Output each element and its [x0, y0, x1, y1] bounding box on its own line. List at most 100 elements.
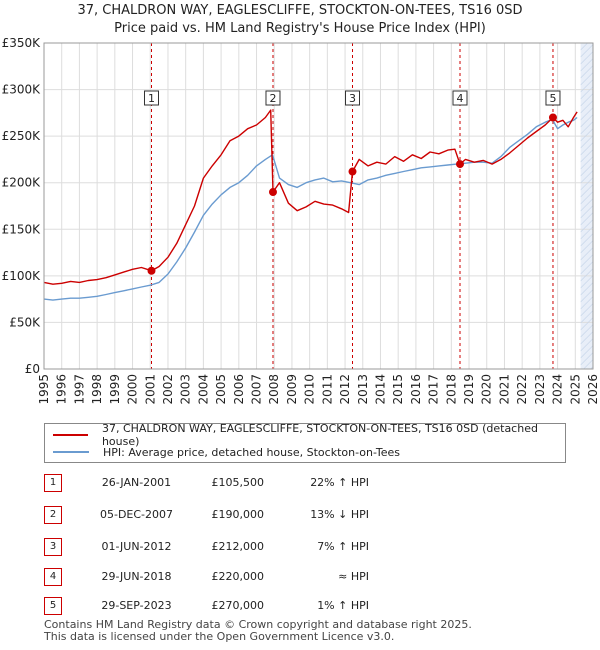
projection-hatch — [580, 107, 593, 121]
projection-hatch — [580, 324, 593, 338]
sale-hpi-comparison: 22% ↑ HPI — [310, 476, 369, 489]
projection-hatch — [580, 51, 593, 65]
x-tick-label: 2006 — [232, 374, 246, 405]
projection-hatch — [580, 184, 593, 198]
x-tick-label: 2003 — [179, 374, 193, 405]
projection-hatch — [580, 317, 593, 331]
x-tick-label: 1998 — [90, 374, 104, 405]
x-tick-label: 1996 — [55, 374, 69, 405]
x-tick-label: 2000 — [126, 374, 140, 405]
projection-hatch — [580, 170, 593, 184]
projection-hatch — [580, 44, 593, 58]
sale-number-badge: 4 — [44, 568, 62, 586]
sale-row: 1 26-JAN-2001 £105,500 22% ↑ HPI — [44, 474, 444, 492]
sale-date: 29-JUN-2018 — [101, 570, 172, 583]
sale-price: £212,000 — [211, 540, 265, 553]
x-tick-label: 2016 — [409, 374, 423, 405]
projection-hatch — [580, 114, 593, 128]
y-tick-label: £150K — [2, 222, 42, 236]
x-tick-label: 2014 — [373, 374, 387, 405]
x-tick-label: 2018 — [444, 374, 458, 405]
sale-row: 5 29-SEP-2023 £270,000 1% ↑ HPI — [44, 597, 444, 615]
sale-point — [147, 266, 156, 275]
x-tick-label: 2002 — [161, 374, 175, 405]
footer: Contains HM Land Registry data © Crown c… — [44, 619, 472, 643]
projection-hatch — [580, 191, 593, 205]
projection-hatch — [580, 338, 593, 352]
projection-hatch — [580, 128, 593, 142]
sale-marker-box — [143, 90, 159, 106]
projection-hatch — [580, 121, 593, 135]
sale-date: 05-DEC-2007 — [99, 508, 174, 521]
x-tick-label: 2026 — [586, 374, 600, 405]
projection-hatch — [580, 296, 593, 310]
sale-point — [456, 160, 465, 169]
x-tick-label: 2007 — [250, 374, 264, 405]
sale-point — [268, 188, 277, 197]
sale-number-badge: 3 — [44, 538, 62, 556]
x-tick-label: 2020 — [480, 374, 494, 405]
x-tick-label: 2009 — [285, 374, 299, 405]
y-tick-label: £300K — [2, 83, 42, 97]
chart-title-line1: 37, CHALDRON WAY, EAGLESCLIFFE, STOCKTON… — [77, 3, 523, 18]
sale-marker-label: 4 — [457, 92, 464, 105]
x-tick-label: 2010 — [303, 374, 317, 405]
projection-hatch — [580, 149, 593, 163]
x-tick-label: 2004 — [196, 374, 210, 405]
sale-price: £270,000 — [211, 599, 265, 612]
projection-hatch — [580, 303, 593, 317]
projection-hatch — [580, 275, 593, 289]
projection-hatch — [580, 135, 593, 149]
x-tick-label: 2017 — [427, 374, 441, 405]
projection-hatch — [580, 268, 593, 282]
projection-hatch — [581, 409, 593, 420]
sale-row: 2 05-DEC-2007 £190,000 13% ↓ HPI — [44, 506, 444, 524]
y-tick-label: £100K — [2, 269, 42, 283]
projection-shading — [580, 43, 593, 369]
chart-title-line2: Price paid vs. HM Land Registry's House … — [114, 21, 486, 36]
footer-license: This data is licensed under the Open Gov… — [44, 630, 395, 643]
projection-hatch — [580, 261, 593, 275]
sale-date: 26-JAN-2001 — [101, 476, 172, 489]
x-tick-label: 2015 — [391, 374, 405, 405]
x-tick-label: 2008 — [267, 374, 281, 405]
projection-hatch — [580, 142, 593, 156]
projection-hatch — [580, 177, 593, 191]
sale-marker-label: 1 — [148, 92, 155, 105]
sale-date: 01-JUN-2012 — [101, 540, 172, 553]
projection-hatch — [580, 226, 593, 240]
x-tick-label: 2021 — [497, 374, 511, 405]
projection-hatch — [580, 79, 593, 93]
x-tick-label: 2001 — [143, 374, 157, 405]
legend: 37, CHALDRON WAY, EAGLESCLIFFE, STOCKTON… — [44, 422, 566, 463]
sale-hpi-comparison: 13% ↓ HPI — [310, 508, 369, 521]
sale-marker-box — [452, 90, 468, 106]
projection-hatch — [580, 212, 593, 226]
projection-hatch — [580, 240, 593, 254]
x-tick-label: 2024 — [551, 374, 565, 405]
sale-marker-label: 2 — [269, 92, 276, 105]
x-tick-label: 1999 — [108, 374, 122, 405]
y-tick-label: £0 — [25, 362, 40, 376]
sale-row: 4 29-JUN-2018 £220,000 ≈ HPI — [44, 568, 444, 586]
projection-hatch — [580, 289, 593, 303]
projection-hatch — [580, 352, 593, 366]
plot-frame — [43, 42, 594, 370]
projection-hatch — [580, 58, 593, 72]
projection-hatch — [580, 43, 589, 51]
projection-hatch — [580, 282, 593, 296]
projection-hatch — [580, 331, 593, 345]
sale-row: 3 01-JUN-2012 £212,000 7% ↑ HPI — [44, 538, 444, 556]
legend-entry-hpi: HPI: Average price, detached house, Stoc… — [53, 444, 400, 460]
projection-hatch — [580, 43, 582, 44]
projection-hatch — [580, 345, 593, 359]
sale-marker-box — [265, 90, 281, 106]
x-tick-label: 2022 — [515, 374, 529, 405]
y-tick-label: £200K — [2, 176, 42, 190]
sale-point — [348, 167, 357, 176]
sale-marker-label: 5 — [549, 92, 556, 105]
projection-hatch — [580, 219, 593, 233]
x-tick-label: 2011 — [320, 374, 334, 405]
projection-hatch — [580, 198, 593, 212]
y-tick-label: £350K — [2, 36, 42, 50]
